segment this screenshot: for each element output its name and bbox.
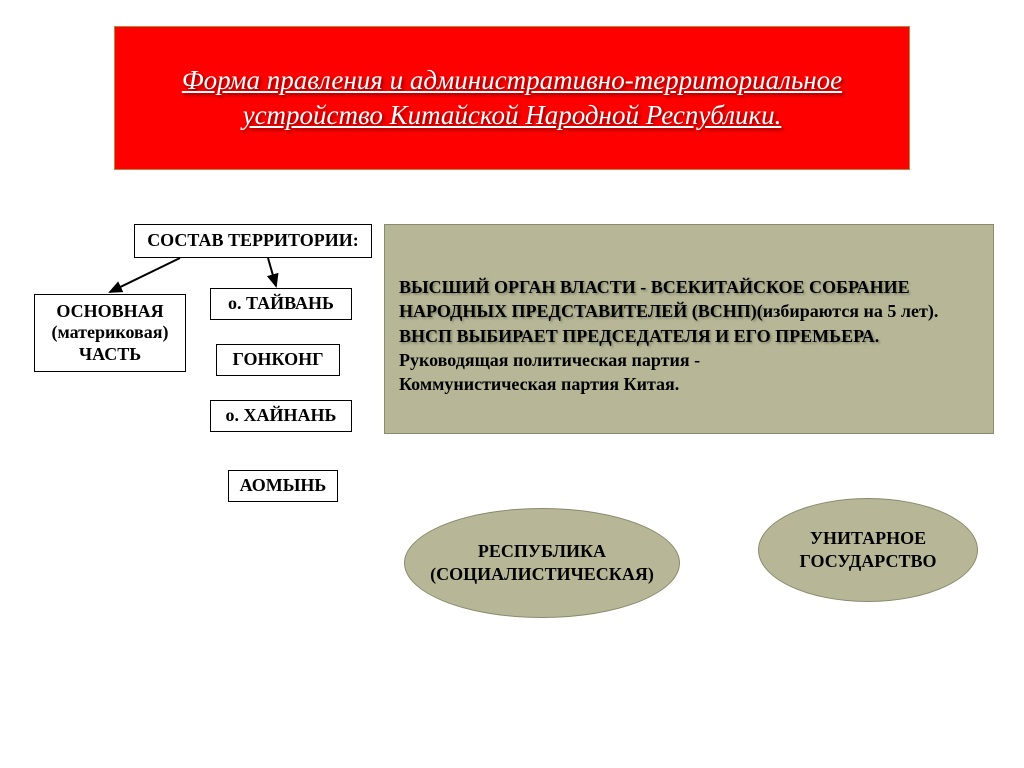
info-line4: Руководящая политическая партия - (399, 350, 700, 370)
info-line5: Коммунистическая партия Китая. (399, 374, 679, 394)
box-hongkong: ГОНКОНГ (216, 344, 340, 376)
info-line3: ВНСП ВЫБИРАЕТ ПРЕДСЕДАТЕЛЯ И ЕГО ПРЕМЬЕР… (399, 326, 879, 346)
box-hainan: о. ХАЙНАНЬ (210, 400, 352, 432)
title-banner: Форма правления и административно-террит… (114, 26, 910, 170)
info-line1: ВЫСШИЙ ОРГАН ВЛАСТИ - ВСЕКИТАЙСКОЕ СОБРА… (399, 277, 910, 297)
arrow-to-mainland (110, 258, 180, 292)
ellipse-republic: РЕСПУБЛИКА(СОЦИАЛИСТИЧЕСКАЯ) (404, 508, 680, 618)
box-taiwan: о. ТАЙВАНЬ (210, 288, 352, 320)
title-text: Форма правления и административно-террит… (182, 63, 842, 133)
box-mainland: ОСНОВНАЯ(материковая)ЧАСТЬ (34, 294, 186, 372)
box-aomen: АОМЫНЬ (228, 470, 338, 502)
ellipse-unitary: УНИТАРНОЕГОСУДАРСТВО (758, 498, 978, 602)
arrow-to-taiwan (268, 258, 276, 286)
info-panel: ВЫСШИЙ ОРГАН ВЛАСТИ - ВСЕКИТАЙСКОЕ СОБРА… (384, 224, 994, 434)
info-line2b: избираются на 5 лет). (763, 301, 939, 321)
info-line2a: НАРОДНЫХ ПРЕДСТАВИТЕЛЕЙ (ВСНП)( (399, 301, 763, 321)
box-territory-header: СОСТАВ ТЕРРИТОРИИ: (134, 224, 372, 258)
